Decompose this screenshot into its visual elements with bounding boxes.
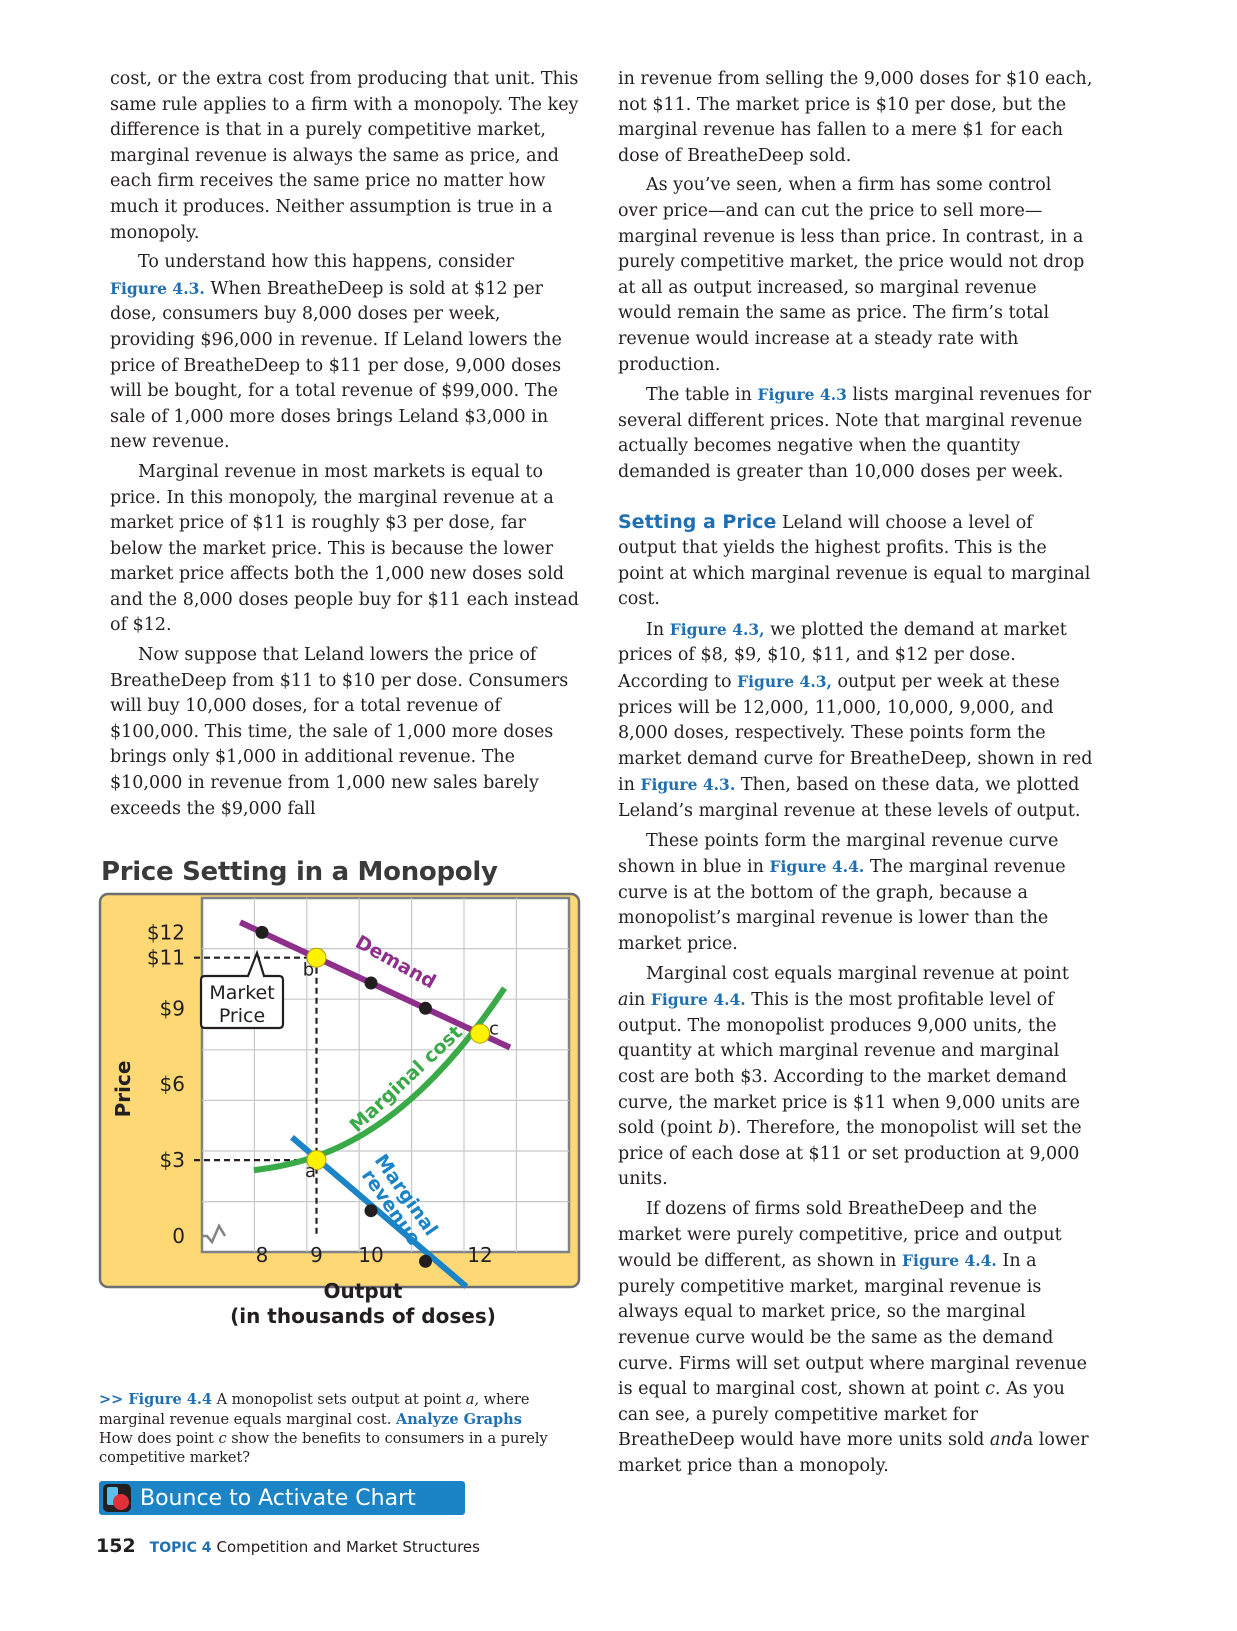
- figure-caption: >> Figure 4.4 A monopolist sets output a…: [99, 1391, 548, 1466]
- points: a b c: [255, 925, 499, 1268]
- analyze-graphs: Analyze Graphs: [395, 1411, 522, 1428]
- paragraph: in revenue from selling the 9,000 doses …: [618, 69, 1093, 166]
- paragraph: As you’ve seen, when a firm has some con…: [618, 175, 1085, 375]
- point-label-a: a: [305, 1161, 316, 1182]
- data-point: [364, 976, 378, 990]
- paragraph: Now suppose that Leland lowers the price…: [110, 645, 569, 819]
- y-tick-labels: $12$11 $9 $6 $3 0: [147, 920, 185, 1248]
- x-tick-labels: 8 9 10 12: [256, 1243, 493, 1267]
- labeled-point-a: [306, 1150, 327, 1171]
- y-tick-label: 0: [172, 1224, 185, 1248]
- left-column: cost, or the extra cost from producing t…: [110, 67, 580, 826]
- bounce-label: Bounce to Activate Chart: [140, 1485, 416, 1511]
- market-price-callout: Market Price: [199, 949, 285, 1030]
- figure-link[interactable]: Figure 4.3.: [640, 775, 736, 795]
- point-label-c: c: [489, 1019, 499, 1040]
- marginal-cost-curve: [253, 986, 508, 1174]
- x-axis-label-line2: (in thousands of doses): [230, 1304, 496, 1328]
- topic-label: TOPIC 4: [149, 1540, 212, 1556]
- y-tick-label: $3: [160, 1148, 185, 1172]
- paragraph: If dozens of firms sold BreatheDeep and …: [618, 1198, 1089, 1476]
- data-point: [255, 925, 269, 939]
- caption-lead: >> Figure 4.4: [99, 1391, 212, 1408]
- data-point: [364, 1204, 378, 1218]
- point-label-b: b: [303, 960, 314, 981]
- paragraph: cost, or the extra cost from producing t…: [110, 69, 579, 243]
- figure-link[interactable]: Figure 4.4.: [902, 1251, 997, 1271]
- paragraph: In Figure 4.3, we plotted the demand at …: [618, 619, 1093, 822]
- data-point: [419, 1001, 432, 1015]
- x-tick-label: 12: [467, 1243, 492, 1267]
- callout-line2: Price: [219, 1005, 265, 1027]
- axis-break: [202, 1223, 227, 1245]
- y-tick-label: $11: [147, 946, 185, 970]
- bounce-activate-button[interactable]: Bounce to Activate Chart: [99, 1481, 465, 1515]
- paragraph: Marginal revenue in most markets is equa…: [110, 461, 579, 636]
- x-axis-label-line1: Output: [324, 1279, 403, 1303]
- y-tick-label: $9: [160, 996, 185, 1020]
- y-tick-label: $6: [160, 1072, 185, 1096]
- paragraph: To understand how this happens, consider…: [110, 252, 562, 453]
- figure-link[interactable]: Figure 4.3: [757, 385, 847, 405]
- y-tick-label: $12: [147, 920, 185, 944]
- callout-line1: Market: [209, 982, 274, 1004]
- labeled-point-c: [470, 1023, 490, 1044]
- section-heading: Setting a Price: [618, 510, 777, 533]
- x-tick-label: 10: [358, 1243, 383, 1267]
- figure-link[interactable]: Figure 4.3,: [669, 619, 765, 639]
- figure-link[interactable]: Figure 4.4.: [769, 857, 865, 877]
- paragraph: These points form the marginal revenue c…: [618, 830, 1066, 954]
- figure-link[interactable]: Figure 4.3,: [737, 672, 832, 692]
- labeled-point-b: [306, 947, 327, 968]
- x-tick-label: 9: [310, 1243, 323, 1267]
- y-axis-label: Price: [111, 1061, 135, 1118]
- topic-title: Competition and Market Structures: [216, 1538, 480, 1556]
- figure-link[interactable]: Figure 4.3.: [110, 278, 205, 298]
- data-point: [419, 1254, 432, 1268]
- page-footer: 152 TOPIC 4 Competition and Market Struc…: [96, 1535, 480, 1557]
- figure-link[interactable]: Figure 4.4.: [650, 990, 746, 1010]
- paragraph: Setting a Price Leland will choose a lev…: [618, 510, 1091, 610]
- paragraph: The table in Figure 4.3 lists marginal r…: [618, 385, 1092, 482]
- x-tick-label: 8: [256, 1243, 269, 1267]
- chart-title: Price Setting in a Monopoly: [101, 857, 498, 887]
- right-column: in revenue from selling the 9,000 doses …: [618, 67, 1093, 1483]
- bounce-app-icon: [103, 1484, 131, 1512]
- paragraph: Marginal cost equals marginal revenue at…: [618, 963, 1082, 1190]
- plot-area: [200, 896, 571, 1254]
- page-number: 152: [96, 1535, 136, 1557]
